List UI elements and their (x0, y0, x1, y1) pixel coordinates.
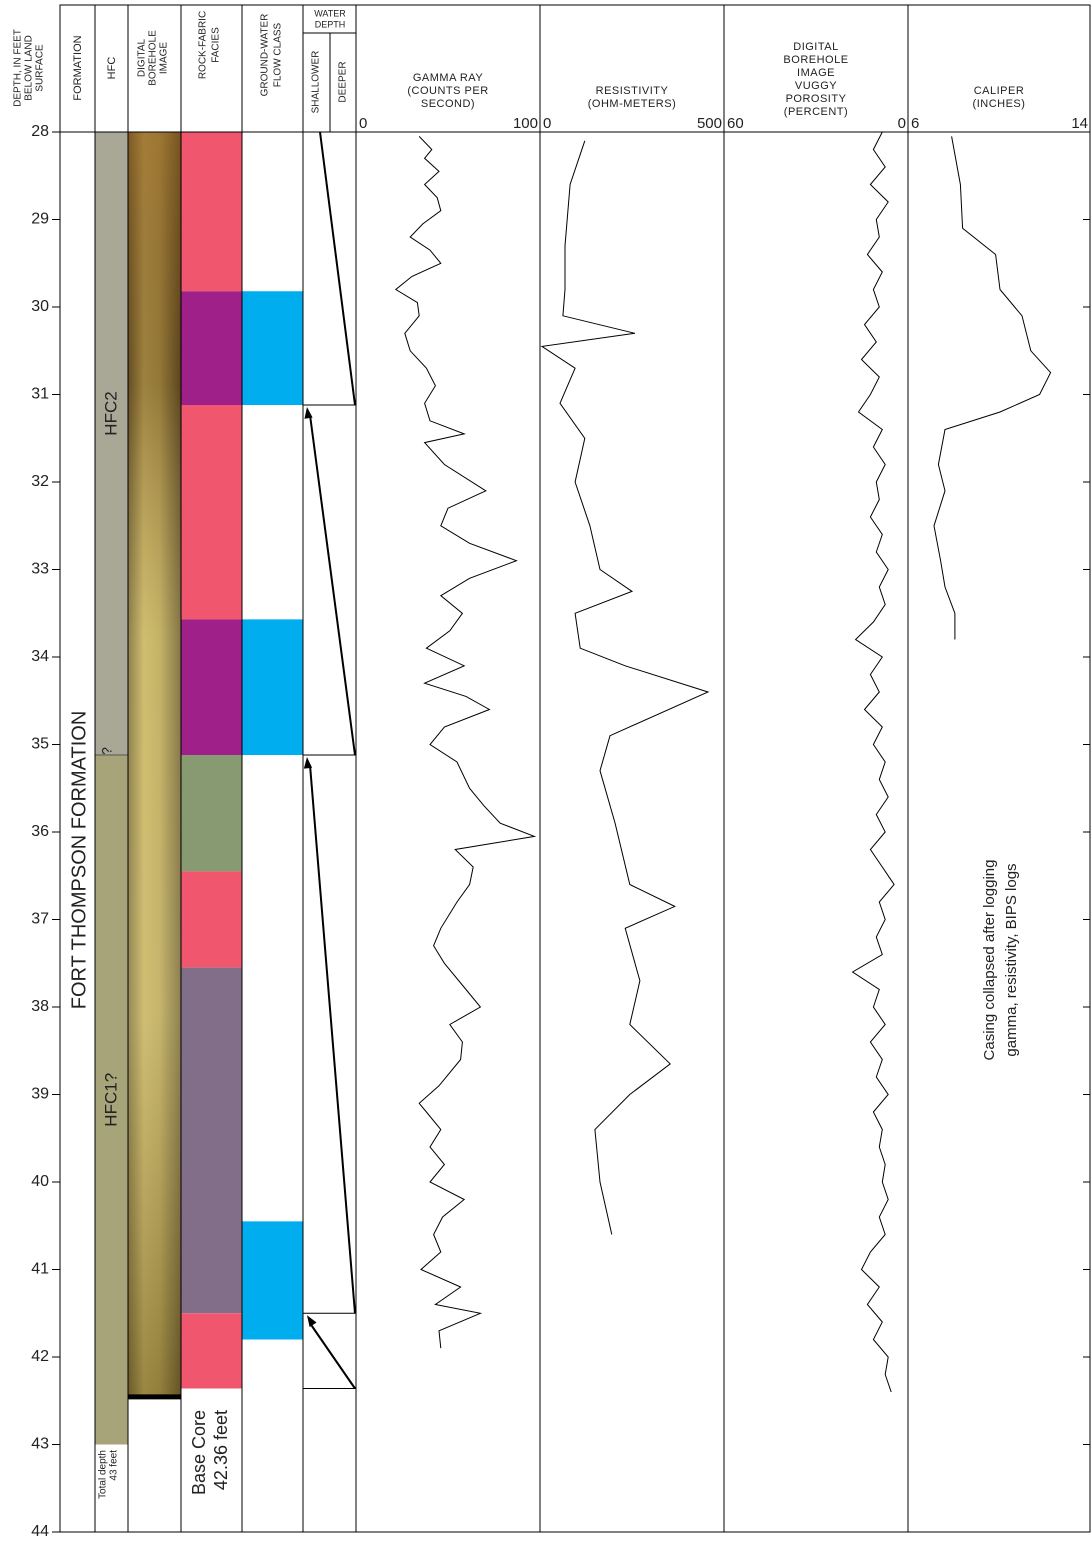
cycle-arrowhead (307, 1315, 317, 1327)
y-tick-label: 34 (31, 648, 49, 665)
column-header: POROSITY (786, 93, 847, 105)
column-header: IMAGE (159, 42, 170, 75)
y-tick-label: 33 (31, 561, 49, 578)
cycle-arrowhead (303, 757, 313, 769)
flow-interval (242, 619, 303, 755)
column-header: DIGITAL (793, 41, 838, 53)
y-tick-label: 44 (31, 1523, 49, 1540)
scale-min: 60 (727, 115, 744, 132)
scale-max: 500 (697, 115, 722, 132)
y-tick-label: 32 (31, 473, 49, 490)
scale-max: 0 (898, 115, 906, 132)
column-header: (PERCENT) (784, 106, 848, 118)
column-header: BOREHOLE (783, 54, 848, 66)
scale-min: 6 (911, 115, 919, 132)
base-core-note: Base Core (189, 1410, 209, 1495)
scale-min: 0 (543, 115, 551, 132)
caliper-note: Casing collapsed after logging (981, 860, 998, 1061)
scale-max: 14 (1071, 115, 1088, 132)
y-tick-label: 41 (31, 1261, 49, 1278)
column-header: GROUND-WATER (260, 14, 271, 97)
y-axis-label: DEPTH, IN FEET (13, 29, 24, 107)
cycle-trend (309, 764, 356, 1314)
y-tick-label: 36 (31, 823, 49, 840)
y-tick-label: 30 (31, 298, 49, 315)
y-tick-label: 37 (31, 911, 49, 928)
column-header: IMAGE (797, 67, 835, 79)
facies-interval (181, 619, 242, 755)
column-header: (COUNTS PER (407, 85, 488, 97)
column-header: HFC (106, 57, 118, 80)
column-header: (INCHES) (973, 98, 1026, 110)
facies-interval (181, 871, 242, 968)
y-tick-label: 28 (31, 123, 49, 140)
facies-interval (181, 967, 242, 1314)
log-curve (851, 131, 895, 1393)
facies-interval (181, 1313, 242, 1389)
column-header: GAMMA RAY (413, 72, 483, 84)
facies-interval (181, 755, 242, 872)
y-axis-label: BELOW LAND (24, 35, 35, 101)
flow-interval (242, 1221, 303, 1340)
column-header: RESISTIVITY (596, 85, 669, 97)
column-header: FORMATION (72, 35, 84, 100)
column-header: VUGGY (795, 80, 837, 92)
water-sub-label: SHALLOWER (311, 51, 322, 114)
column-header: WATER (314, 8, 346, 18)
cycle-trend (319, 131, 356, 406)
y-tick-label: 31 (31, 386, 49, 403)
flow-interval (242, 291, 303, 405)
y-tick-label: 42 (31, 1348, 49, 1365)
y-tick-label: 38 (31, 998, 49, 1015)
y-tick-label: 40 (31, 1173, 49, 1190)
hfc-label: HFC1? (101, 1073, 120, 1127)
total-depth-note: Total depth (98, 1450, 109, 1499)
log-curve (933, 136, 1052, 640)
column-header: (OHM-METERS) (588, 98, 677, 110)
column-header: FACIES (211, 27, 222, 63)
base-core-note: 42.36 feet (211, 1410, 231, 1490)
formation-label: FORT THOMPSON FORMATION (68, 711, 90, 1010)
column-header: FLOW CLASS (273, 22, 284, 87)
cycle-trend (309, 1322, 356, 1390)
column-header: DEPTH (315, 19, 346, 29)
contact-query: ? (99, 747, 115, 755)
y-tick-label: 35 (31, 736, 49, 753)
column-header: SECOND) (421, 98, 475, 110)
column-header: DIGITAL (137, 38, 148, 77)
y-tick-label: 29 (31, 211, 49, 228)
facies-interval (181, 132, 242, 292)
frame (59, 4, 1091, 1533)
facies-interval (181, 291, 242, 405)
scale-min: 0 (359, 115, 367, 132)
total-depth-note: 43 feet (109, 1450, 120, 1481)
water-sub-label: DEEPER (338, 61, 349, 102)
log-curve (540, 140, 710, 1235)
column-header: CALIPER (974, 85, 1025, 97)
borehole-image-shade (128, 132, 181, 1397)
log-curve (394, 136, 537, 1349)
caliper-note: gamma, resistivity, BIPS logs (1003, 863, 1020, 1056)
y-axis-label: SURFACE (35, 44, 46, 92)
hfc-unit (95, 132, 128, 755)
hfc-unit (95, 755, 128, 1445)
y-tick-label: 43 (31, 1436, 49, 1453)
column-header: ROCK-FABRIC (198, 11, 209, 79)
cycle-arrowhead (304, 407, 313, 419)
y-tick-label: 39 (31, 1086, 49, 1103)
borehole-image-base (128, 1394, 181, 1400)
hfc-label: HFC2 (101, 391, 120, 435)
cycle-trend (309, 414, 356, 756)
facies-interval (181, 405, 242, 620)
scale-max: 100 (513, 115, 538, 132)
column-header: BOREHOLE (148, 30, 159, 86)
